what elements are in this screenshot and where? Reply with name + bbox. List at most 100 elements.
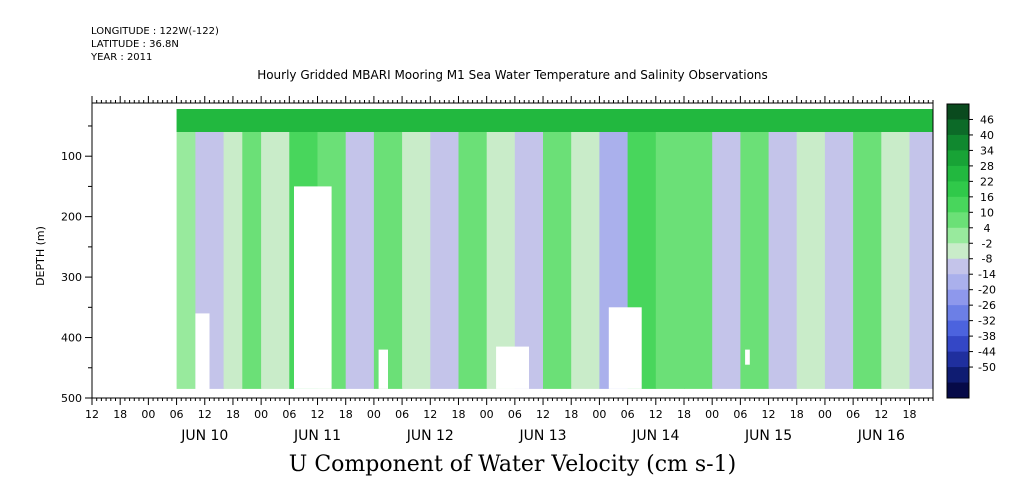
colorbar-swatch: [947, 181, 969, 198]
x-hour-label: 06: [170, 408, 184, 421]
velocity-cell: [768, 109, 798, 389]
colorbar-label: 40: [980, 129, 994, 142]
chart-title: Hourly Gridded MBARI Mooring M1 Sea Wate…: [257, 68, 768, 82]
missing-data-region: [378, 349, 388, 389]
velocity-cell: [242, 109, 262, 389]
colorbar-swatch: [947, 274, 969, 291]
colorbar-label: -20: [978, 284, 996, 297]
velocity-cell: [223, 109, 243, 389]
x-hour-label: 00: [480, 408, 494, 421]
colorbar-swatch: [947, 305, 969, 322]
colorbar-swatch: [947, 351, 969, 368]
y-tick-label: 300: [61, 271, 82, 284]
x-hour-label: 18: [226, 408, 240, 421]
x-hour-label: 18: [677, 408, 691, 421]
x-hour-label: 18: [903, 408, 917, 421]
colorbar-label: 4: [984, 222, 991, 235]
colorbar: 46 40 34 28 22 16 10 4 -2 -8 -14 -20 -26 -32 -38 -44 -50: [946, 103, 996, 399]
x-day-label: JUN 11: [293, 428, 341, 444]
y-tick-label: 200: [61, 211, 82, 224]
x-day-label: JUN 15: [744, 428, 792, 444]
x-hour-label: 18: [451, 408, 465, 421]
x-hour-label: 12: [311, 408, 325, 421]
plot-area: [176, 109, 933, 389]
velocity-cell: [853, 109, 882, 389]
x-hour-label: 18: [339, 408, 353, 421]
velocity-cell: [430, 109, 460, 389]
velocity-cell: [571, 109, 600, 389]
missing-data-region: [608, 307, 642, 389]
colorbar-swatch: [947, 150, 969, 167]
x-hour-label: 18: [113, 408, 127, 421]
missing-data-region: [745, 349, 750, 365]
colorbar-swatch: [947, 119, 969, 136]
x-day-label: JUN 16: [857, 428, 905, 444]
x-hour-label: 12: [874, 408, 888, 421]
x-hour-label: 18: [564, 408, 578, 421]
colorbar-swatch: [947, 104, 969, 120]
colorbar-label: -44: [978, 346, 996, 359]
y-axis: 100 200 300 400 500: [61, 125, 92, 405]
velocity-cell: [655, 109, 685, 389]
x-day-label: JUN 10: [180, 428, 228, 444]
latitude-label: LATITUDE : 36.8N: [91, 39, 179, 50]
year-label: YEAR : 2011: [91, 52, 153, 63]
missing-data-region: [294, 186, 332, 389]
colorbar-swatch: [947, 336, 969, 352]
x-hour-label: 06: [621, 408, 635, 421]
x-hour-label: 06: [846, 408, 860, 421]
velocity-cell: [543, 109, 572, 389]
x-hour-label: 18: [790, 408, 804, 421]
colorbar-label: 28: [980, 160, 994, 173]
velocity-cell: [261, 109, 290, 389]
colorbar-label: 10: [980, 206, 994, 219]
velocity-cell: [373, 109, 403, 389]
velocity-cell: [909, 109, 933, 389]
colorbar-swatch: [947, 243, 969, 260]
colorbar-swatch: [947, 367, 969, 383]
x-hour-label: 06: [282, 408, 296, 421]
velocity-cell: [824, 109, 854, 389]
velocity-cell: [712, 109, 741, 389]
x-hour-label: 06: [508, 408, 522, 421]
x-hour-label: 12: [198, 408, 212, 421]
colorbar-swatch: [947, 258, 969, 275]
x-hour-label: 00: [254, 408, 268, 421]
x-hour-label: 12: [762, 408, 776, 421]
x-hour-label: 06: [733, 408, 747, 421]
x-hour-label: 00: [367, 408, 381, 421]
x-day-label: JUN 13: [518, 428, 566, 444]
colorbar-label: -2: [982, 237, 993, 250]
y-tick-label: 500: [61, 392, 82, 405]
x-hour-label: 12: [649, 408, 663, 421]
velocity-cell: [176, 109, 196, 389]
colorbar-label: -8: [982, 253, 993, 266]
x-hour-label: 00: [592, 408, 606, 421]
velocity-cell: [486, 109, 516, 389]
colorbar-frame: [946, 103, 970, 399]
velocity-cell: [740, 109, 770, 389]
colorbar-swatch: [947, 289, 969, 306]
x-hour-label: 00: [705, 408, 719, 421]
y-axis-label: DEPTH (m): [34, 226, 47, 286]
velocity-cell: [881, 109, 911, 389]
missing-data-region: [195, 313, 210, 389]
x-hour-label: 12: [536, 408, 550, 421]
plot-frame: [91, 102, 934, 399]
colorbar-swatch: [947, 382, 969, 399]
x-hour-label: 00: [141, 408, 155, 421]
colorbar-label: -32: [978, 315, 996, 328]
velocity-cell: [402, 109, 431, 389]
colorbar-label: -50: [978, 361, 996, 374]
colorbar-label: 22: [980, 175, 994, 188]
colorbar-swatch: [947, 134, 969, 151]
colorbar-label: -38: [978, 330, 996, 343]
velocity-cell: [796, 109, 826, 389]
velocity-cell: [458, 109, 488, 389]
y-tick-label: 100: [61, 150, 82, 163]
colorbar-label: 16: [980, 191, 994, 204]
colorbar-swatch: [947, 196, 969, 213]
velocity-cell: [345, 109, 375, 389]
colorbar-swatch: [947, 212, 969, 229]
